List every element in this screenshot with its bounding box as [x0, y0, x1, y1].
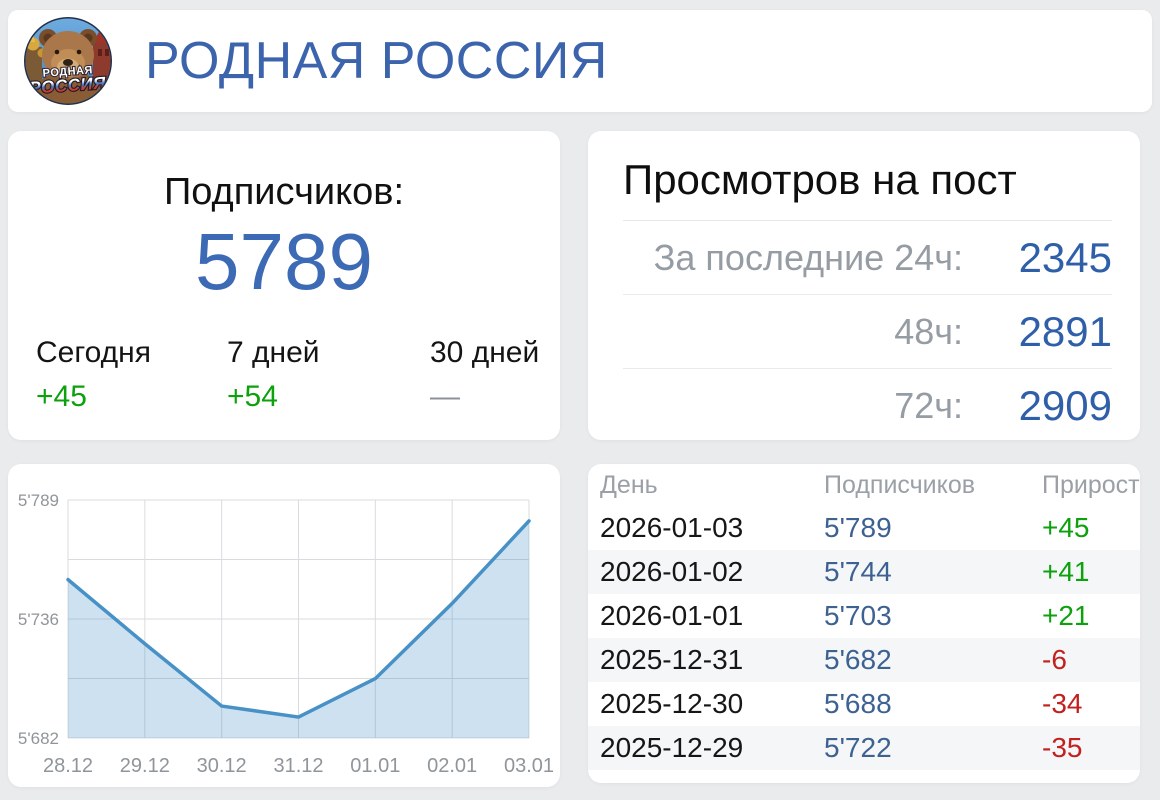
period-label: Сегодня — [36, 336, 151, 369]
views-row-value: 2909 — [1018, 382, 1112, 429]
svg-text:29.12: 29.12 — [120, 755, 170, 777]
channel-avatar: РОДНАЯ РОССИЯ — [24, 17, 112, 105]
svg-text:02.01: 02.01 — [427, 755, 477, 777]
cell-subscribers: 5'688 — [824, 688, 892, 719]
table-row: 2026-01-03 5'789 +45 — [588, 506, 1140, 550]
cell-day: 2026-01-03 — [600, 512, 744, 543]
cell-day: 2026-01-01 — [600, 600, 744, 631]
views-row-value: 2345 — [1018, 233, 1112, 281]
period-label: 7 дней — [227, 336, 320, 369]
svg-text:РОДНАЯ: РОДНАЯ — [42, 64, 93, 79]
views-row-label: 72ч: — [894, 385, 963, 426]
period-label: 30 дней — [430, 336, 540, 369]
svg-text:28.12: 28.12 — [43, 755, 93, 777]
cell-subscribers: 5'722 — [824, 732, 892, 763]
table-header-delta: Прирост — [1042, 470, 1140, 499]
subscribers-heading: Подписчиков: — [163, 171, 405, 213]
daily-stats-table: День Подписчиков Прирост 2026-01-03 5'78… — [588, 464, 1140, 783]
svg-text:5'682: 5'682 — [18, 729, 59, 748]
subscribers-area-chart: 5'789 5'736 5'682 28.12 29.12 30.12 31.12 01.01… — [18, 491, 554, 777]
cell-day: 2026-01-02 — [600, 556, 744, 587]
period-delta: +54 — [227, 380, 278, 413]
views-row-value: 2891 — [1018, 307, 1112, 355]
cell-subscribers: 5'789 — [824, 512, 892, 543]
period-delta: — — [430, 380, 460, 413]
views-row-48h: 48ч: 2891 — [623, 295, 1112, 369]
cell-delta: -6 — [1042, 644, 1067, 675]
svg-text:5'789: 5'789 — [18, 491, 59, 510]
subscribers-count: 5789 — [195, 217, 373, 306]
cell-delta: -34 — [1042, 688, 1083, 719]
table-row: 2026-01-02 5'744 +41 — [588, 550, 1140, 594]
bear-avatar-icon: РОДНАЯ РОССИЯ — [24, 17, 112, 105]
cell-day: 2025-12-30 — [600, 688, 744, 719]
table-row: 2025-12-31 5'682 -6 — [588, 638, 1140, 682]
period-delta: +45 — [36, 380, 87, 413]
views-row-72h: 72ч: 2909 — [623, 369, 1112, 443]
cell-delta: +21 — [1042, 600, 1090, 631]
period-7days: 7 дней +54 — [227, 336, 320, 414]
svg-text:01.01: 01.01 — [350, 755, 400, 777]
svg-text:31.12: 31.12 — [273, 755, 323, 777]
cell-delta: +45 — [1042, 512, 1090, 543]
subscribers-card: Подписчиков: 5789 Сегодня +45 7 дней +54… — [8, 131, 560, 440]
period-30days: 30 дней — — [430, 336, 539, 414]
table-row: 2025-12-29 5'722 -35 — [588, 726, 1140, 770]
views-row-24h: За последние 24ч: 2345 — [623, 221, 1112, 295]
cell-day: 2025-12-29 — [600, 732, 744, 763]
cell-subscribers: 5'682 — [824, 644, 892, 675]
views-row-label: За последние 24ч: — [653, 236, 963, 278]
cell-day: 2025-12-31 — [600, 644, 744, 675]
views-row-label: 48ч: — [894, 310, 963, 352]
cell-subscribers: 5'703 — [824, 600, 892, 631]
table-header-subscribers: Подписчиков — [824, 470, 976, 499]
table-row: 2026-01-01 5'703 +21 — [588, 594, 1140, 638]
channel-title: РОДНАЯ РОССИЯ — [145, 32, 608, 90]
cell-delta: +41 — [1042, 556, 1090, 587]
views-heading: Просмотров на пост — [623, 131, 1112, 221]
cell-delta: -35 — [1042, 732, 1083, 763]
subscribers-chart-card: 5'789 5'736 5'682 28.12 29.12 30.12 31.12 01.01… — [8, 464, 560, 787]
views-per-post-card: Просмотров на пост За последние 24ч: 234… — [588, 131, 1140, 440]
svg-text:5'736: 5'736 — [18, 610, 59, 629]
table-header-row: День Подписчиков Прирост — [588, 464, 1140, 506]
svg-text:03.01: 03.01 — [504, 755, 554, 777]
cell-subscribers: 5'744 — [824, 556, 892, 587]
table-header-day: День — [600, 470, 658, 499]
period-today: Сегодня +45 — [36, 336, 151, 414]
svg-text:30.12: 30.12 — [197, 755, 247, 777]
channel-header: РОДНАЯ РОССИЯ РОДНАЯ РОССИЯ — [8, 10, 1152, 112]
table-row: 2025-12-30 5'688 -34 — [588, 682, 1140, 726]
